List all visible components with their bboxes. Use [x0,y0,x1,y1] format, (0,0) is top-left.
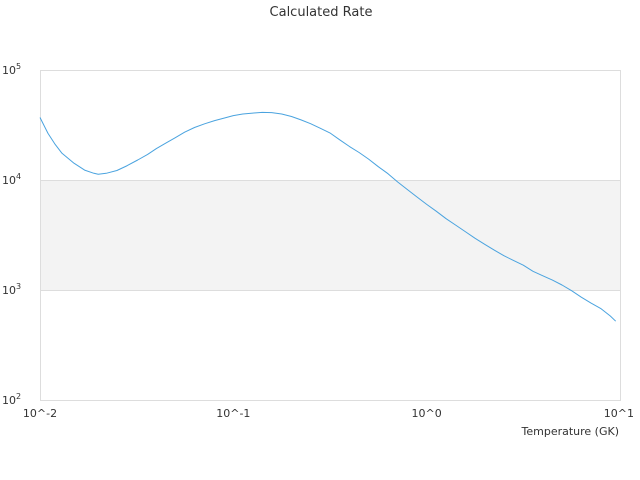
shaded-band [40,180,620,290]
x-tick-label: 10^-2 [23,407,57,420]
y-tick-label: 105 [2,62,21,77]
plot-area [40,70,621,401]
y-tick-label: 104 [2,172,21,187]
chart-title: Calculated Rate [270,5,373,20]
x-axis-label: Temperature (GK) [521,425,620,438]
x-tick-label: 10^0 [412,407,442,420]
y-tick-label: 102 [2,392,21,407]
series-line [39,111,617,322]
x-tick-label: 10^1 [604,407,634,420]
x-tick-label: 10^-1 [216,407,250,420]
y-tick-label: 103 [2,282,21,297]
